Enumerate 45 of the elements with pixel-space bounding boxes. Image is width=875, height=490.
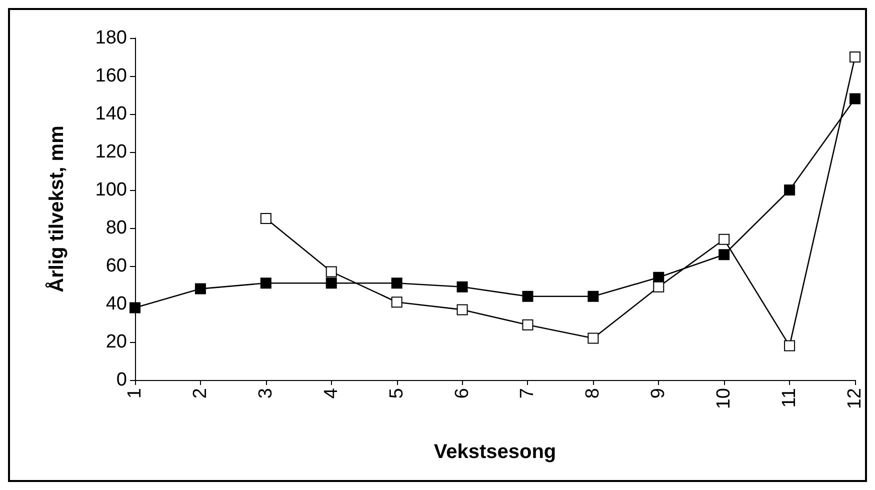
point [588, 290, 599, 302]
x-tick-label: 6 [452, 388, 473, 399]
point [522, 290, 534, 302]
point [718, 234, 730, 245]
point [850, 93, 860, 104]
point [130, 302, 140, 314]
y-tick-label: 20 [106, 332, 127, 352]
point [522, 319, 534, 330]
x-tick-label: 2 [190, 388, 211, 399]
x-tick-label: 3 [255, 388, 276, 399]
x-tick-label: 10 [714, 388, 735, 410]
y-tick-label: 120 [95, 142, 127, 162]
x-tick-label: 4 [320, 388, 342, 399]
point [850, 52, 860, 62]
y-tick-label: 100 [95, 180, 127, 200]
x-tick-label: 8 [582, 388, 604, 399]
point [260, 278, 272, 289]
point [326, 278, 337, 289]
point [391, 296, 402, 308]
y-tick-label: 160 [95, 66, 127, 86]
point [326, 266, 337, 278]
point [653, 281, 664, 292]
point [391, 278, 402, 289]
point [784, 340, 796, 352]
x-tick-label: 5 [386, 388, 408, 399]
point [718, 249, 730, 260]
x-axis-title: Vekstsesong [434, 441, 556, 463]
y-tick-label: 40 [106, 294, 127, 314]
y-axis-title: Årlig tilvekst, mm [45, 126, 68, 292]
x-tick-label: 1 [124, 388, 146, 399]
point [784, 184, 796, 196]
point [456, 281, 468, 292]
y-tick-label: 0 [116, 370, 127, 390]
point [260, 213, 272, 224]
point [588, 332, 599, 344]
point [194, 283, 206, 294]
x-tick-label: 9 [648, 388, 670, 399]
y-tick-label: 60 [106, 256, 127, 276]
point [456, 304, 468, 316]
y-tick-label: 180 [95, 28, 127, 48]
y-tick-label: 140 [95, 104, 127, 124]
x-tick-label: 11 [779, 388, 800, 408]
x-tick-label: 12 [844, 388, 866, 410]
y-tick-label: 80 [106, 218, 127, 238]
x-tick-label: 7 [517, 388, 538, 399]
